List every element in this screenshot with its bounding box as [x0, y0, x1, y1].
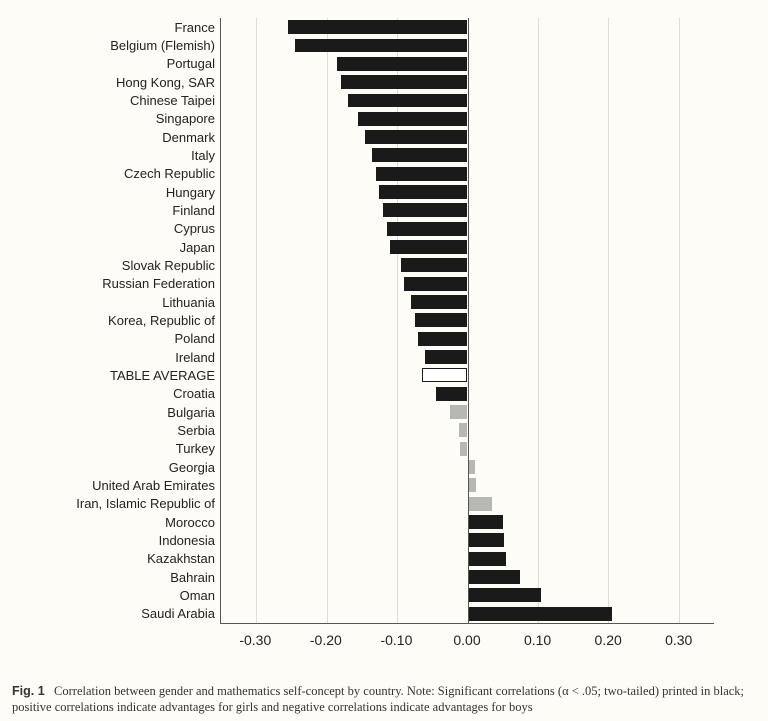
bar: [341, 75, 468, 89]
row-label: Cyprus: [15, 222, 221, 235]
row-label: Croatia: [15, 387, 221, 400]
row-label: Turkey: [15, 442, 221, 455]
row-label: France: [15, 21, 221, 34]
bar: [387, 222, 468, 236]
bar: [401, 258, 468, 272]
row-label: Italy: [15, 149, 221, 162]
bar: [450, 405, 468, 419]
row-label: United Arab Emirates: [15, 479, 221, 492]
bar: [468, 570, 521, 584]
row-label: Slovak Republic: [15, 259, 221, 272]
bar: [422, 368, 468, 382]
row-label: Oman: [15, 589, 221, 602]
row-label: Singapore: [15, 112, 221, 125]
row-label: Czech Republic: [15, 167, 221, 180]
row-label: Bahrain: [15, 571, 221, 584]
row-label: Serbia: [15, 424, 221, 437]
figure-caption: Fig. 1 Correlation between gender and ma…: [12, 683, 756, 716]
row-label: Hungary: [15, 186, 221, 199]
x-axis-ticks: -0.30 -0.20 -0.10 0.00 0.10 0.20 0.30: [220, 628, 714, 652]
x-tick-label: -0.20: [310, 632, 342, 648]
bar: [365, 130, 467, 144]
row-label: Poland: [15, 332, 221, 345]
bar: [348, 94, 468, 108]
row-label: Kazakhstan: [15, 552, 221, 565]
x-tick-label: 0.30: [665, 632, 692, 648]
row-label: Indonesia: [15, 534, 221, 547]
row-label: Bulgaria: [15, 406, 221, 419]
x-tick-label: 0.00: [453, 632, 480, 648]
row-label: Ireland: [15, 351, 221, 364]
x-tick-label: 0.20: [595, 632, 622, 648]
bar: [468, 533, 505, 547]
row-label: Japan: [15, 241, 221, 254]
bar: [411, 295, 467, 309]
bar: [337, 57, 467, 71]
row-label: Chinese Taipei: [15, 94, 221, 107]
chart-frame: France Belgium (Flemish) Portugal Hong Kong…: [18, 12, 750, 652]
row-label: Hong Kong, SAR: [15, 76, 221, 89]
row-label: Saudi Arabia: [15, 607, 221, 620]
bar: [418, 332, 467, 346]
row-label: Morocco: [15, 516, 221, 529]
bar: [295, 39, 468, 53]
bar: [468, 460, 475, 474]
row-label: Denmark: [15, 131, 221, 144]
caption-text: Correlation between gender and mathemati…: [12, 684, 744, 714]
bar: [459, 423, 467, 437]
caption-lead: Fig. 1: [12, 684, 45, 698]
bar: [372, 148, 467, 162]
bar: [468, 607, 612, 621]
x-tick-label: -0.30: [239, 632, 271, 648]
bar: [379, 185, 467, 199]
bar: [436, 387, 468, 401]
row-label: Finland: [15, 204, 221, 217]
bar: [468, 552, 507, 566]
bar: [468, 515, 503, 529]
bar: [404, 277, 467, 291]
row-label: Lithuania: [15, 296, 221, 309]
bar: [358, 112, 467, 126]
row-label: TABLE AVERAGE: [15, 369, 221, 382]
zero-line: [468, 18, 469, 623]
x-tick-label: 0.10: [524, 632, 551, 648]
row-label: Portugal: [15, 57, 221, 70]
row-label: Russian Federation: [15, 277, 221, 290]
bar: [468, 588, 542, 602]
bar: [415, 313, 468, 327]
row-label: Korea, Republic of: [15, 314, 221, 327]
page-root: France Belgium (Flemish) Portugal Hong Kong…: [0, 0, 768, 721]
plot-area: FranceBelgium (Flemish)PortugalHong Kong…: [220, 18, 714, 624]
bar: [460, 442, 467, 456]
row-label: Belgium (Flemish): [15, 39, 221, 52]
bar: [425, 350, 467, 364]
row-label: Georgia: [15, 461, 221, 474]
bar: [288, 20, 468, 34]
bar: [468, 497, 493, 511]
bar: [390, 240, 467, 254]
x-tick-label: -0.10: [380, 632, 412, 648]
bar: [468, 478, 476, 492]
bar: [376, 167, 468, 181]
bar: [383, 203, 468, 217]
row-label: Iran, Islamic Republic of: [15, 497, 221, 510]
